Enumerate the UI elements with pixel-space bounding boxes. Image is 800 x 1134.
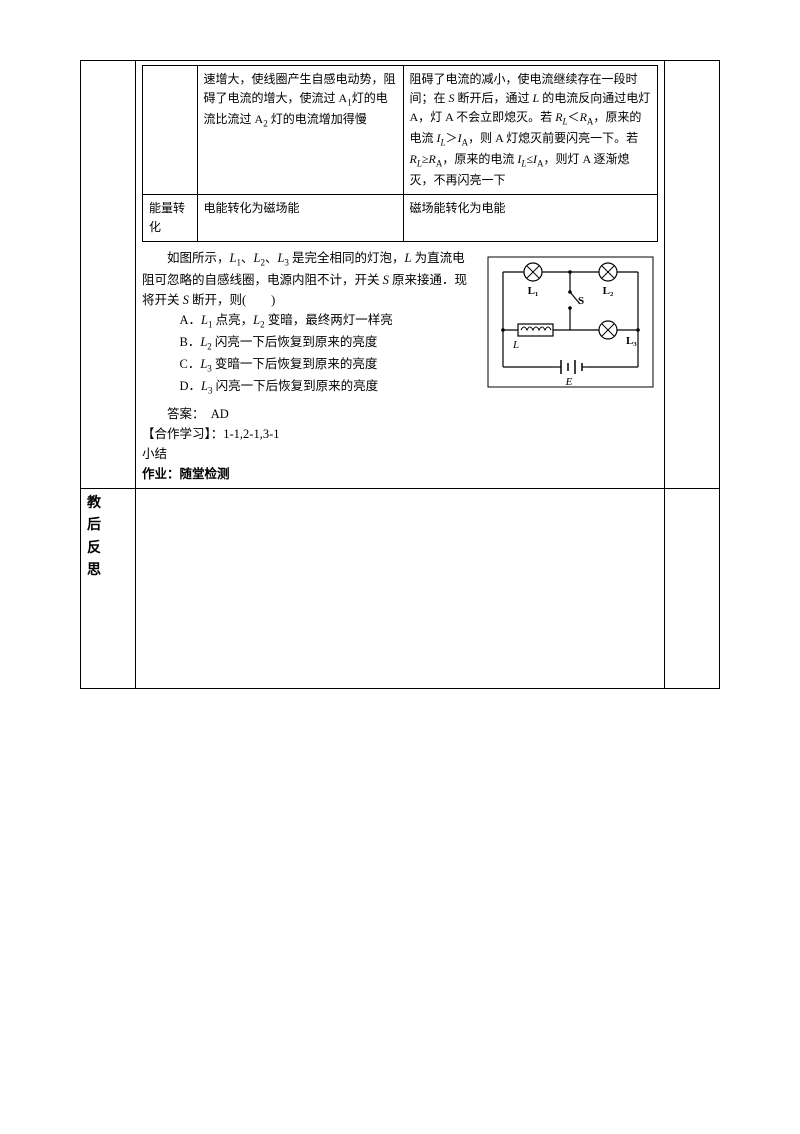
- label-L1: L₁: [528, 285, 539, 297]
- comparison-table: 速增大，使线圈产生自感电动势，阻碍了电流的增大，使流过 A1灯的电流比流过 A2…: [142, 65, 658, 242]
- inner-r1c2: 速增大，使线圈产生自感电动势，阻碍了电流的增大，使流过 A1灯的电流比流过 A2…: [197, 66, 403, 195]
- homework: 作业：随堂检测: [142, 464, 658, 484]
- right-spacer: [665, 61, 720, 489]
- label-S: S: [578, 295, 584, 307]
- inner-r2c1: 能量转化: [143, 194, 198, 241]
- reflect-label: 教 后反 思: [81, 488, 136, 688]
- coop-learning: 【合作学习】：1-1,2-1,3-1: [142, 424, 658, 444]
- label-E: E: [565, 376, 573, 388]
- inner-r1c1: [143, 66, 198, 195]
- circuit-diagram: E S L₁ L₂: [483, 252, 658, 392]
- reflect-right: [665, 488, 720, 688]
- label-L: L: [512, 339, 519, 351]
- label-L3: L₃: [626, 335, 637, 347]
- question-block: E S L₁ L₂: [142, 248, 658, 483]
- main-layout-table: 速增大，使线圈产生自感电动势，阻碍了电流的增大，使流过 A1灯的电流比流过 A2…: [80, 60, 720, 689]
- inner-r1c3: 阻碍了电流的减小，使电流继续存在一段时间；在 S 断开后，通过 L 的电流反向通…: [403, 66, 657, 195]
- summary: 小结: [142, 444, 658, 464]
- reflect-content: [136, 488, 665, 688]
- label-L2: L₂: [603, 285, 614, 297]
- content-cell: 速增大，使线圈产生自感电动势，阻碍了电流的增大，使流过 A1灯的电流比流过 A2…: [136, 61, 665, 489]
- inner-r2c2: 电能转化为磁场能: [197, 194, 403, 241]
- answer: 答案： AD: [142, 404, 658, 424]
- inner-r2c3: 磁场能转化为电能: [403, 194, 657, 241]
- left-spacer: [81, 61, 136, 489]
